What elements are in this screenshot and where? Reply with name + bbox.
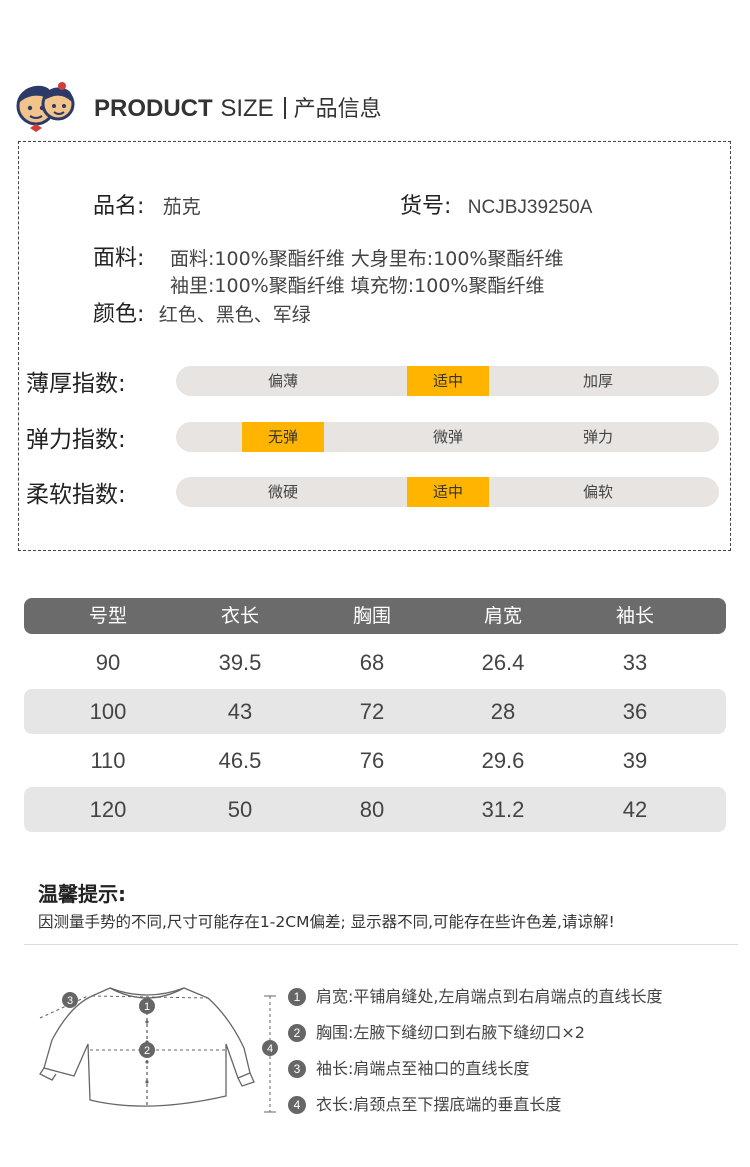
table-cell: 68 [359,650,385,675]
softness-track: 微硬 适中 偏软 [176,477,719,507]
fabric-line-2: 袖里:100%聚酯纤维 填充物:100%聚酯纤维 [170,275,545,297]
svg-text:3: 3 [67,995,73,1007]
svg-text:1: 1 [144,1001,150,1013]
table-cell: 120 [89,797,127,822]
table-cell: 76 [359,748,385,773]
size-table: 号型 衣长 胸围 肩宽 袖长 90 39.5 68 26.4 33 100 43… [24,598,726,836]
jacket-measure-diagram: 1 2 3 4 [39,987,278,1113]
thickness-label: 薄厚指数: [26,371,126,397]
table-row: 100 43 72 28 36 [24,689,726,734]
item-label: 货号: [400,194,452,219]
item-number-row: 货号: NCJBJ39250A [400,188,592,220]
table-cell: 90 [95,650,121,675]
measure-item: 4 衣长:肩颈点至下摆底端的垂直长度 [288,1091,662,1127]
page-title: PRODUCT SIZE 产品信息 [94,92,382,126]
thickness-option-active: 适中 [407,366,489,396]
elasticity-option-active: 无弹 [242,422,324,452]
table-cell: 39 [622,748,648,773]
product-info-box [18,141,731,551]
svg-text:2: 2 [144,1045,150,1057]
title-divider [283,97,286,119]
table-header-cell: 肩宽 [483,605,522,627]
table-header-cell: 袖长 [615,605,654,627]
fabric-line-1: 面料:100%聚酯纤维 大身里布:100%聚酯纤维 [170,248,564,270]
elasticity-index: 弹力指数: 无弹 微弹 弹力 [26,422,719,453]
measure-text: 衣长:肩颈点至下摆底端的垂直长度 [316,1095,562,1114]
measure-text: 袖长:肩端点至袖口的直线长度 [316,1059,530,1078]
item-value: NCJBJ39250A [467,197,593,218]
table-cell: 36 [622,699,648,724]
fabric-label: 面料: [93,246,145,271]
number-badge: 1 [288,988,306,1006]
table-row: 90 39.5 68 26.4 33 [24,640,726,685]
tips-text: 因测量手势的不同,尺寸可能存在1-2CM偏差; 显示器不同,可能存在些许色差,请… [38,913,615,931]
table-header-cell: 号型 [88,605,127,627]
measure-text: 肩宽:平铺肩缝处,左肩端点到右肩端点的直线长度 [316,987,663,1006]
table-header-row: 号型 衣长 胸围 肩宽 袖长 [24,598,726,634]
table-cell: 28 [490,699,516,724]
color-row: 颜色: 红色、黑色、军绿 [93,296,311,328]
table-row: 120 50 80 31.2 42 [24,787,726,832]
elasticity-option: 弹力 [582,428,613,446]
elasticity-track: 无弹 微弹 弹力 [176,422,719,452]
softness-option-active: 适中 [407,477,489,507]
thickness-track: 偏薄 适中 加厚 [176,366,719,396]
table-cell: 50 [227,797,253,822]
table-cell: 72 [359,699,385,724]
measure-item: 2 胸围:左腋下缝纫口到右腋下缝纫口×2 [288,1019,662,1055]
measure-text: 胸围:左腋下缝纫口到右腋下缝纫口×2 [316,1023,585,1042]
softness-option: 微硬 [267,483,298,501]
table-cell: 42 [622,797,648,822]
table-cell: 39.5 [218,650,262,675]
name-label: 品名: [93,194,145,219]
table-cell: 110 [90,748,126,773]
title-cn: 产品信息 [293,97,382,122]
title-en-bold: PRODUCT [94,95,213,122]
number-badge: 3 [288,1060,306,1078]
tips-title: 温馨提示: [38,882,126,906]
table-cell: 26.4 [481,650,525,675]
svg-text:4: 4 [267,1043,273,1055]
thickness-option: 加厚 [582,372,613,390]
measure-item: 1 肩宽:平铺肩缝处,左肩端点到右肩端点的直线长度 [288,983,662,1019]
thickness-index: 薄厚指数: 偏薄 适中 加厚 [26,366,719,397]
table-header-cell: 衣长 [220,605,259,627]
number-badge: 4 [288,1096,306,1114]
table-header-cell: 胸围 [352,605,391,627]
softness-label: 柔软指数: [26,482,126,508]
elasticity-label: 弹力指数: [26,427,126,453]
product-name-row: 品名: 茄克 [93,188,201,220]
softness-option: 偏软 [582,483,613,501]
table-cell: 100 [89,699,127,724]
thickness-option: 偏薄 [267,372,298,390]
name-value: 茄克 [162,196,201,218]
table-cell: 31.2 [481,797,525,822]
title-en-rest: SIZE [220,95,274,122]
measure-item: 3 袖长:肩端点至袖口的直线长度 [288,1055,662,1091]
brand-mascot-logo [16,82,75,132]
color-label: 颜色: [93,302,145,327]
table-cell: 43 [227,699,253,724]
divider [24,944,738,945]
table-row: 110 46.5 76 29.6 39 [24,738,726,783]
number-badge: 2 [288,1024,306,1042]
table-cell: 29.6 [481,748,525,773]
measure-guide: 1 肩宽:平铺肩缝处,左肩端点到右肩端点的直线长度 2 胸围:左腋下缝纫口到右腋下缝… [288,983,662,1127]
table-cell: 46.5 [218,748,262,773]
elasticity-option: 微弹 [432,428,463,446]
softness-index: 柔软指数: 微硬 适中 偏软 [26,477,719,508]
section-header: PRODUCT SIZE 产品信息 [14,80,734,136]
color-value: 红色、黑色、军绿 [158,304,311,326]
table-cell: 33 [622,650,648,675]
table-cell: 80 [359,797,385,822]
